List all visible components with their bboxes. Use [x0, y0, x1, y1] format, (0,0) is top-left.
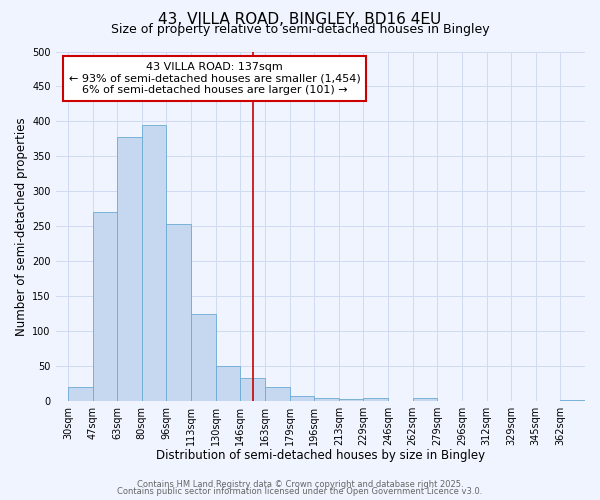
Bar	[290, 396, 314, 401]
Bar	[413, 398, 437, 401]
Text: 43, VILLA ROAD, BINGLEY, BD16 4EU: 43, VILLA ROAD, BINGLEY, BD16 4EU	[158, 12, 442, 28]
Bar	[241, 378, 265, 401]
Bar	[215, 366, 241, 401]
Text: Contains public sector information licensed under the Open Government Licence v3: Contains public sector information licen…	[118, 487, 482, 496]
Bar	[166, 224, 191, 401]
Text: Contains HM Land Registry data © Crown copyright and database right 2025.: Contains HM Land Registry data © Crown c…	[137, 480, 463, 489]
Bar	[117, 137, 142, 401]
Y-axis label: Number of semi-detached properties: Number of semi-detached properties	[15, 117, 28, 336]
Bar	[142, 125, 166, 401]
Bar	[68, 387, 92, 401]
Bar	[364, 398, 388, 401]
X-axis label: Distribution of semi-detached houses by size in Bingley: Distribution of semi-detached houses by …	[156, 450, 485, 462]
Bar	[560, 400, 585, 401]
Bar	[265, 387, 290, 401]
Bar	[191, 314, 215, 401]
Bar	[339, 399, 364, 401]
Bar	[92, 212, 117, 401]
Text: 43 VILLA ROAD: 137sqm
← 93% of semi-detached houses are smaller (1,454)
6% of se: 43 VILLA ROAD: 137sqm ← 93% of semi-deta…	[68, 62, 361, 95]
Text: Size of property relative to semi-detached houses in Bingley: Size of property relative to semi-detach…	[110, 22, 490, 36]
Bar	[314, 398, 339, 401]
